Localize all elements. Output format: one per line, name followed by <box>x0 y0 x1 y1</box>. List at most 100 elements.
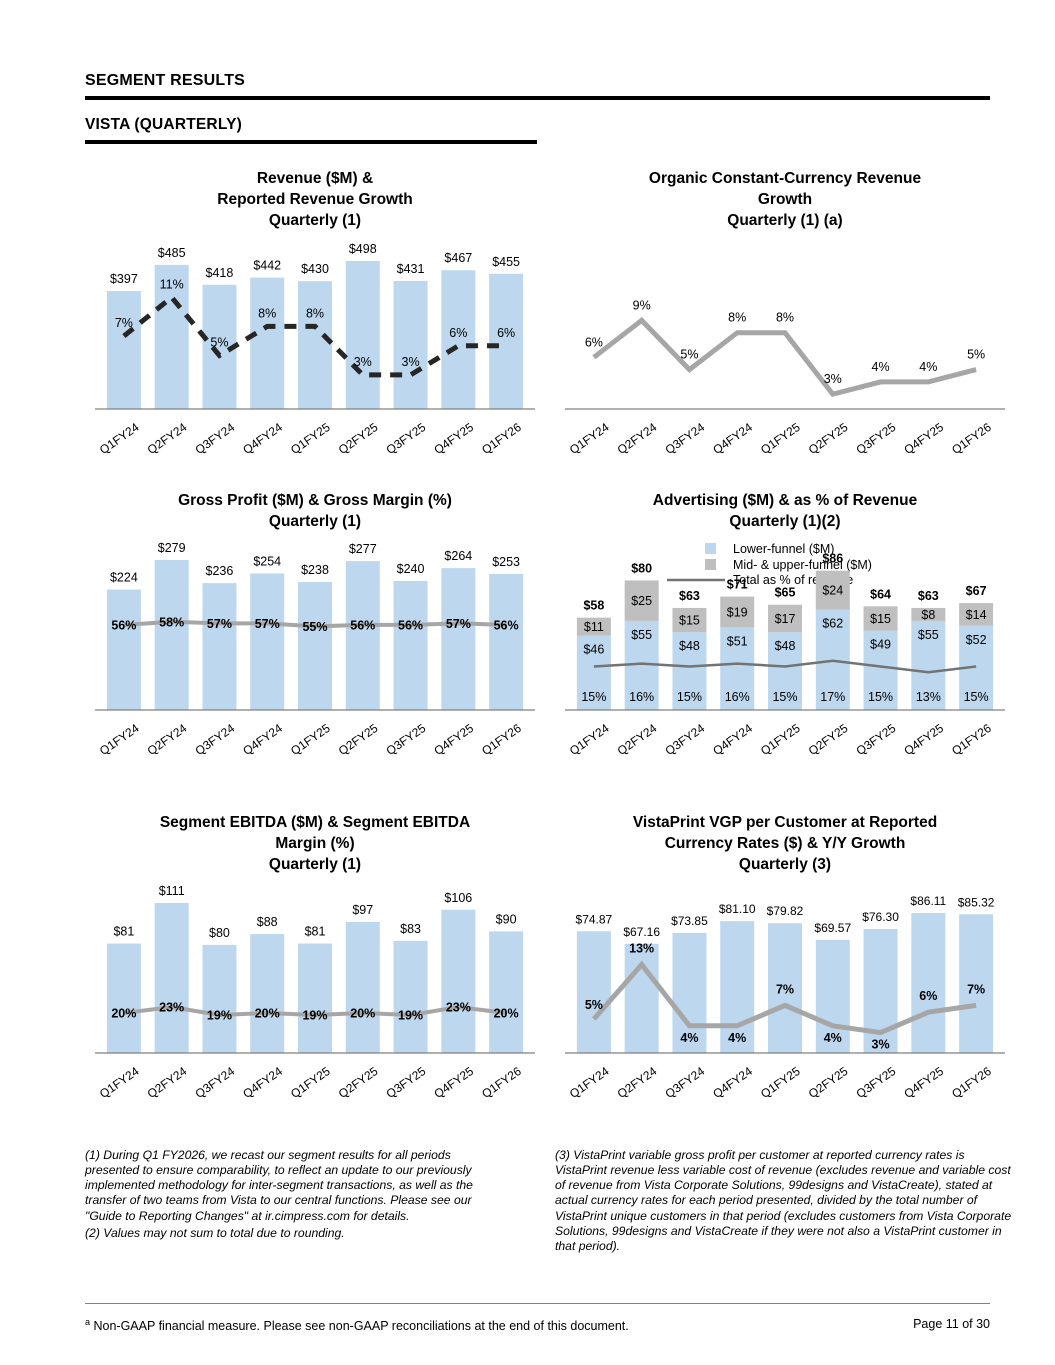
pct-of-revenue-label: 16% <box>629 690 654 704</box>
bar <box>154 560 189 710</box>
x-axis-label: Q4FY25 <box>901 420 946 457</box>
stack-upper-bar <box>959 603 994 626</box>
bar-value-label: $240 <box>397 562 425 576</box>
bar <box>106 589 141 710</box>
x-axis-label: Q2FY24 <box>145 420 190 457</box>
x-axis-label: Q1FY25 <box>758 1064 803 1101</box>
stack-upper-label: $15 <box>679 614 700 628</box>
pct-label: 56% <box>398 618 423 632</box>
bar <box>298 943 332 1053</box>
pct-of-revenue-label: 15% <box>677 690 702 704</box>
bar <box>106 291 141 409</box>
pct-of-revenue-label: 16% <box>725 690 750 704</box>
footnote-3: (3) VistaPrint variable gross profit per… <box>555 1148 1012 1253</box>
footnotes-left: (1) During Q1 FY2026, we recast our segm… <box>85 1148 497 1256</box>
chart-title-line: VistaPrint VGP per Customer at Reported <box>632 814 938 831</box>
vistaprint-vgp-per-customer-canvas: $74.87 $67.16 $73.85 $81.10 $79.82 $69.57 $76.… <box>565 894 1005 1101</box>
bar <box>911 912 946 1053</box>
stack-lower-label: $62 <box>822 617 843 631</box>
legend-label: Lower-funnel ($M) <box>733 542 834 556</box>
trend-line <box>593 659 977 674</box>
section-title: SEGMENT RESULTS <box>85 72 990 100</box>
pct-label: 56% <box>111 618 136 632</box>
pct-of-revenue-label: 15% <box>772 690 797 704</box>
pct-label: 9% <box>633 298 651 312</box>
bar-value-label: $224 <box>110 571 138 585</box>
pct-of-revenue-label: 15% <box>868 690 893 704</box>
bar-value-label: $74.87 <box>576 912 613 926</box>
bar-value-label: $88 <box>257 915 278 929</box>
x-axis-label: Q1FY26 <box>949 721 994 758</box>
x-axis-label: Q3FY24 <box>663 721 708 758</box>
chart-title-line: Quarterly (1) <box>268 856 362 873</box>
bar <box>720 921 755 1053</box>
chart-title-line: Currency Rates ($) & Y/Y Growth <box>664 835 906 852</box>
pct-label: 8% <box>776 311 794 325</box>
pct-label: 5% <box>585 998 603 1012</box>
bar-value-label: $73.85 <box>671 914 708 928</box>
bar <box>250 573 285 710</box>
chart-title: VistaPrint VGP per Customer at Reported C… <box>633 812 937 875</box>
pct-label: 11% <box>160 277 184 291</box>
bar-value-label: $498 <box>349 242 377 256</box>
bar-value-label: $106 <box>444 891 472 905</box>
x-axis-label: Q4FY24 <box>710 721 755 758</box>
chart-title-line: Quarterly (1) <box>268 513 362 530</box>
stack-total-label: $63 <box>679 589 700 603</box>
bar-value-label: $418 <box>206 266 234 280</box>
x-axis-label: Q3FY25 <box>384 721 429 758</box>
x-axis-label: Q4FY24 <box>240 420 285 457</box>
bar-value-label: $90 <box>496 912 517 926</box>
report-page: SEGMENT RESULTS VISTA (QUARTERLY) Revenu… <box>85 72 1015 1256</box>
pct-label: 4% <box>824 1031 842 1045</box>
x-axis-label: Q3FY25 <box>854 721 899 758</box>
x-axis-label: Q1FY24 <box>97 721 142 758</box>
segment-ebitda-margin-canvas: $81 $111 $80 $88 $81 $97 $83 $106 $90 20% 23% 19% 20… <box>95 884 535 1101</box>
x-axis-label: Q4FY24 <box>240 1064 285 1101</box>
organic-cc-growth-canvas: 6%9%5%8% 8%3%4% 4%5%Q1FY24 Q2FY24 Q3FY24 Q4FY… <box>565 298 1005 457</box>
bar-value-label: $111 <box>159 884 185 898</box>
stack-lower-bar <box>768 632 802 710</box>
pct-of-revenue-label: 17% <box>820 690 845 704</box>
bar <box>441 568 476 710</box>
pct-label: 55% <box>302 620 327 634</box>
x-axis-label: Q1FY25 <box>288 721 333 758</box>
pct-label: 8% <box>728 311 746 325</box>
bar-value-label: $81 <box>113 925 134 939</box>
stack-upper-label: $14 <box>966 608 987 622</box>
gross-profit-margin-chart: Gross Profit ($M) & Gross Margin (%) Quar… <box>85 490 545 812</box>
x-axis-label: Q2FY25 <box>806 420 851 457</box>
pct-label: 6% <box>585 335 603 349</box>
bar-value-label: $97 <box>352 903 373 917</box>
bar-value-label: $442 <box>253 259 281 273</box>
chart-title: Gross Profit ($M) & Gross Margin (%) Quar… <box>178 490 452 532</box>
pct-label: 5% <box>680 348 698 362</box>
legend-swatch-mid-upper-funnel <box>705 559 716 570</box>
pct-label: 58% <box>159 615 184 629</box>
chart-title-line: Organic Constant-Currency Revenue <box>648 170 922 187</box>
chart-title: Revenue ($M) & Reported Revenue Growth Qua… <box>217 168 413 231</box>
stack-lower-bar <box>911 620 946 710</box>
bar <box>576 931 611 1053</box>
x-axis-label: Q1FY25 <box>758 721 803 758</box>
bar <box>345 561 380 710</box>
pct-label: 4% <box>919 360 937 374</box>
bar-value-label: $79.82 <box>767 904 804 918</box>
bar-value-label: $86.11 <box>910 894 946 908</box>
non-gaap-note: a Non-GAAP financial measure. Please see… <box>85 1317 629 1333</box>
stack-lower-label: $55 <box>631 628 652 642</box>
pct-label: 56% <box>494 618 519 632</box>
x-axis-label: Q3FY24 <box>663 1064 708 1101</box>
pct-label: 4% <box>680 1031 698 1045</box>
organic-cc-growth-chart: Organic Constant-Currency Revenue Growth Q… <box>555 168 1015 490</box>
x-axis-label: Q2FY24 <box>615 721 660 758</box>
stack-total-label: $67 <box>966 584 987 598</box>
stack-upper-bar <box>624 580 659 621</box>
x-axis-label: Q3FY24 <box>193 420 238 457</box>
trend-line <box>123 1004 507 1018</box>
stack-total-label: $71 <box>727 578 748 592</box>
segment-ebitda-margin-chart: Segment EBITDA ($M) & Segment EBITDA Marg… <box>85 812 545 1134</box>
pct-label: 23% <box>446 1001 471 1015</box>
stack-lower-label: $49 <box>870 638 891 652</box>
bar-value-label: $279 <box>158 541 186 555</box>
